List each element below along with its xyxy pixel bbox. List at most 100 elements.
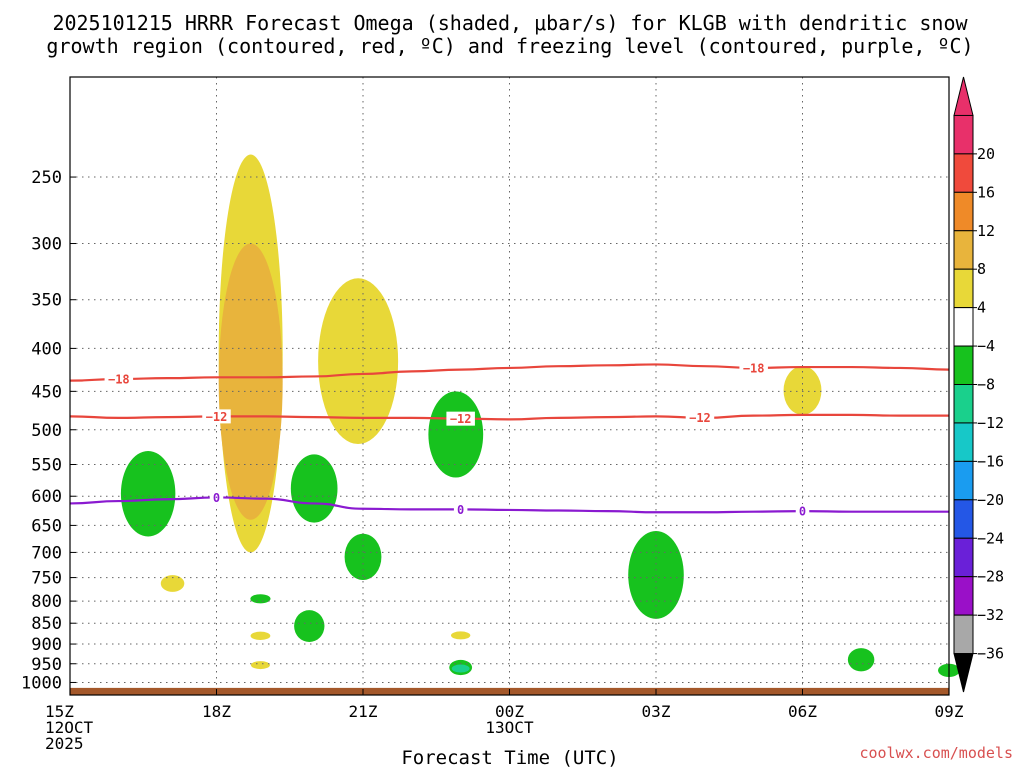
- colorbar-swatch-8: [953, 422, 974, 462]
- contours: −18 −18 −12 −12 −12 0 0 0: [69, 360, 950, 519]
- contour-label-bg--12-2: [685, 410, 715, 425]
- colorbar-label-7: −12: [977, 414, 1004, 432]
- x-tick-label-12-0: 03Z: [642, 702, 671, 721]
- contour-label-bg--18-0: [104, 371, 134, 386]
- colorbar-label-12: −32: [977, 606, 1004, 624]
- colorbar-label-0: 20: [977, 145, 995, 163]
- colorbar-swatch-7: [953, 384, 974, 424]
- colorbar-swatch-0: [953, 114, 974, 155]
- y-axis: 2503003504004505005506006507007508008509…: [21, 168, 76, 693]
- colorbar-label-6: −8: [977, 376, 995, 394]
- colorbar-swatch-5: [953, 307, 974, 347]
- contour-label-bg--12-0: [202, 409, 231, 424]
- colorbar-label-9: −20: [977, 491, 1004, 509]
- y-tick-label-950: 950: [31, 655, 62, 675]
- x-tick-label-0-1: 12OCT: [45, 718, 94, 737]
- x-tick-label-0-2: 2025: [45, 734, 84, 753]
- contour-label--12-1: −12: [450, 412, 472, 426]
- y-tick-label-750: 750: [31, 569, 62, 589]
- colorbar: 20 16 12 8 4 −4 −8 −12 −16 −20 −24 −28 −32 −36: [953, 76, 1004, 693]
- y-tick-label-900: 900: [31, 635, 62, 655]
- colorbar-swatch-12: [953, 576, 974, 616]
- colorbar-swatch-3: [953, 230, 974, 270]
- omega-ascent-region-4: [160, 575, 185, 592]
- contour-label--12-0: −12: [206, 410, 228, 424]
- y-tick-label-700: 700: [31, 543, 62, 563]
- x-tick-label-3-0: 18Z: [202, 702, 231, 721]
- y-tick-label-350: 350: [31, 291, 62, 311]
- colorbar-label-2: 12: [977, 222, 995, 240]
- colorbar-label-3: 8: [977, 260, 986, 278]
- contour-label--12-2: −12: [689, 411, 711, 425]
- colorbar-label-8: −16: [977, 452, 1004, 470]
- colorbar-label-13: −36: [977, 645, 1004, 663]
- contour-label-0-0: 0: [213, 491, 220, 505]
- credit-link[interactable]: coolwx.com/models: [859, 744, 1013, 762]
- y-tick-label-850: 850: [31, 614, 62, 634]
- colorbar-swatch-2: [953, 191, 974, 232]
- contour-label-0-2: 0: [799, 505, 806, 519]
- x-tick-label-9-1: 13OCT: [485, 718, 534, 737]
- colorbar-label-5: −4: [977, 337, 995, 355]
- contour-label-bg-0-1: [453, 502, 468, 517]
- contour-label--18-1: −18: [743, 361, 765, 375]
- y-tick-label-250: 250: [31, 168, 62, 188]
- omega-descent-region-16: [451, 664, 470, 673]
- y-tick-label-550: 550: [31, 456, 62, 476]
- x-tick-label-15-0: 06Z: [788, 702, 817, 721]
- y-tick-label-400: 400: [31, 339, 62, 359]
- colorbar-over-triangle: [953, 76, 974, 116]
- omega-descent-region-9: [290, 454, 338, 523]
- x-tick-label-6-0: 21Z: [349, 702, 378, 721]
- colorbar-label-10: −24: [977, 529, 1004, 547]
- colorbar-swatch-10: [953, 499, 974, 539]
- y-tick-label-300: 300: [31, 235, 62, 255]
- omega-descent-region-12: [250, 594, 271, 604]
- y-tick-label-1000: 1000: [21, 673, 62, 693]
- plot-area: −18 −18 −12 −12 −12 0 0 0: [69, 76, 960, 696]
- omega-descent-region-17: [847, 648, 875, 672]
- colorbar-swatch-9: [953, 460, 974, 501]
- omega-descent-region-13: [294, 610, 325, 643]
- y-tick-label-650: 650: [31, 516, 62, 536]
- omega-ascent-region-1: [218, 243, 283, 520]
- colorbar-under-triangle: [953, 653, 974, 693]
- contour-label-0-1: 0: [457, 503, 464, 517]
- colorbar-swatch-6: [953, 345, 974, 385]
- colorbar-swatch-13: [953, 614, 974, 655]
- omega-ascent-region-2: [318, 278, 399, 445]
- contour-label-bg--18-1: [739, 360, 768, 375]
- y-tick-label-600: 600: [31, 487, 62, 507]
- contour-label-bg--12-1: [446, 411, 475, 426]
- y-tick-label-450: 450: [31, 382, 62, 402]
- contour-label-bg-0-0: [209, 490, 224, 505]
- omega-shading: [120, 154, 960, 677]
- colorbar-label-4: 4: [977, 299, 986, 317]
- grid: [69, 77, 950, 695]
- x-tick-label-0-0: 15Z: [45, 702, 74, 721]
- omega-descent-region-8: [120, 450, 176, 537]
- y-tick-label-800: 800: [31, 592, 62, 612]
- omega-ascent-region-6: [250, 661, 270, 670]
- colorbar-label-1: 16: [977, 183, 995, 201]
- chart-title-line-2: growth region (contoured, red, ºC) and f…: [46, 34, 973, 58]
- omega-descent-region-14: [628, 530, 684, 619]
- colorbar-swatch-11: [953, 537, 974, 578]
- omega-ascent-region-3: [783, 366, 822, 415]
- contour-line--18: [69, 363, 950, 382]
- x-tick-label-9-0: 00Z: [495, 702, 524, 721]
- omega-ascent-region-5: [250, 631, 271, 640]
- omega-ascent-region-7: [450, 631, 471, 640]
- chart-title-line-1: 2025101215 HRRR Forecast Omega (shaded, …: [52, 11, 968, 35]
- contour-label-bg-0-2: [795, 504, 810, 519]
- omega-descent-region-11: [344, 533, 382, 580]
- colorbar-label-11: −28: [977, 568, 1004, 586]
- x-tick-label-18-0: 09Z: [935, 702, 964, 721]
- contour-label--18-0: −18: [108, 372, 130, 386]
- colorbar-swatch-4: [953, 268, 974, 309]
- colorbar-swatch-1: [953, 153, 974, 193]
- x-axis-label: Forecast Time (UTC): [401, 747, 618, 768]
- y-tick-label-500: 500: [31, 421, 62, 441]
